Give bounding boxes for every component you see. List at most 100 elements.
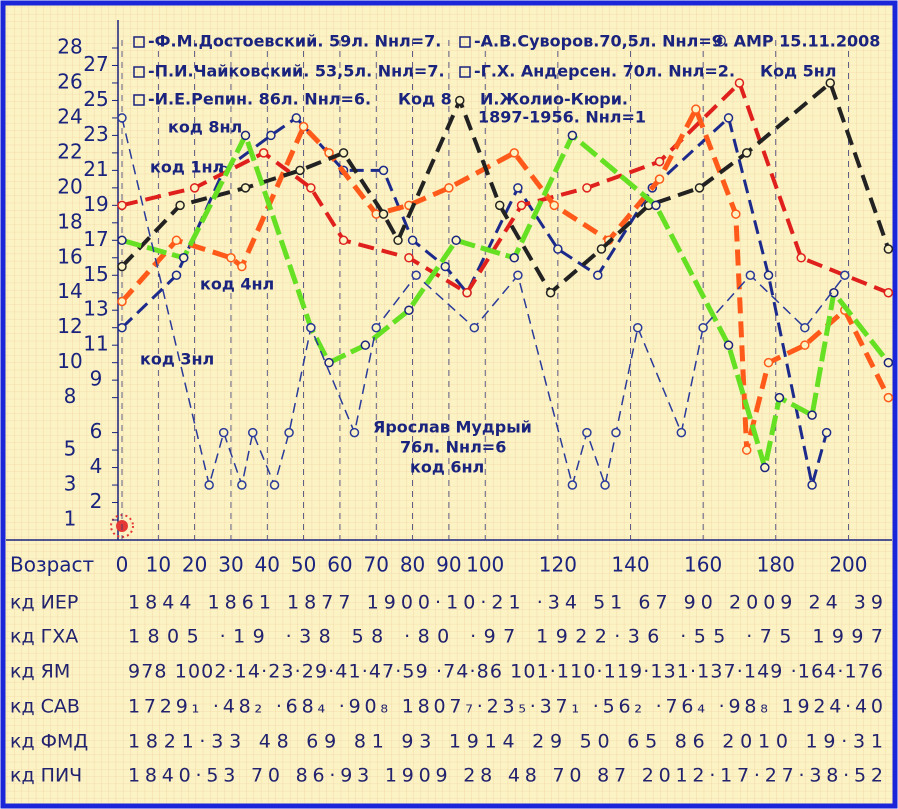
- series-line: [120, 116, 829, 487]
- x-tick-label: 30: [218, 553, 243, 577]
- point: [760, 462, 770, 473]
- y-tick-label: 21: [83, 157, 108, 181]
- point: [800, 340, 810, 350]
- annotation: код 3нл: [140, 350, 214, 369]
- point: [825, 78, 836, 88]
- annotation: Код 5нл: [760, 62, 836, 81]
- y-tick-label: 24: [57, 104, 82, 128]
- point: [807, 410, 817, 420]
- point: [462, 287, 472, 298]
- point: [371, 322, 381, 333]
- y-tick-label: 4: [90, 454, 103, 478]
- point: [654, 174, 665, 184]
- row-text: 1821·33 48 69 81 93 1914 29 50 65 86 201…: [128, 731, 883, 753]
- x-tick-label: 70: [364, 553, 389, 577]
- point: [455, 95, 465, 106]
- legend-label: -Ф.М.Достоевский. 59л. Nнл=7.: [148, 32, 441, 51]
- legend-swatch: [133, 94, 145, 106]
- y-tick-label: 17: [83, 227, 108, 251]
- x-tick-label: 100: [466, 553, 504, 577]
- y-tick-label: 10: [57, 349, 82, 373]
- point: [731, 209, 741, 219]
- point: [117, 235, 127, 246]
- annotation: Код 8: [398, 90, 452, 109]
- x-tick-label: 120: [539, 553, 577, 577]
- point: [694, 183, 705, 193]
- point: [349, 427, 360, 438]
- point: [883, 287, 894, 298]
- legend-swatch: [133, 36, 145, 48]
- point: [189, 183, 200, 193]
- series-line: [120, 81, 891, 295]
- row-label: кд ПИЧ: [10, 765, 82, 787]
- point: [291, 113, 302, 123]
- point: [178, 253, 189, 263]
- point: [821, 427, 832, 438]
- annotation: И.Жолио-Кюри.: [480, 90, 628, 109]
- point: [494, 200, 505, 211]
- point: [567, 130, 578, 141]
- point: [545, 287, 556, 298]
- annotation: © АМР 15.11.2008: [712, 32, 880, 51]
- y-tick-label: 6: [90, 419, 103, 443]
- point: [266, 130, 276, 141]
- point: [411, 270, 421, 281]
- point: [567, 480, 578, 490]
- legend-label: -Г.Х. Андерсен. 70л. Nнл=2.: [474, 62, 735, 81]
- point: [295, 165, 305, 176]
- legend-swatch: [133, 66, 145, 78]
- point: [338, 148, 349, 158]
- point: [763, 270, 774, 281]
- point: [306, 183, 316, 193]
- legend-label: -А.В.Суворов.70,5л. Nнл=9.: [474, 32, 729, 51]
- series-line: [120, 106, 891, 453]
- x-axis-label: Возраст: [10, 553, 95, 577]
- point: [451, 235, 461, 246]
- point: [218, 427, 229, 438]
- point: [284, 427, 294, 438]
- point: [611, 427, 621, 438]
- point: [324, 357, 334, 368]
- point: [829, 287, 839, 298]
- point: [596, 244, 607, 254]
- row-label: кд САВ: [10, 696, 80, 718]
- y-tick-label: 15: [83, 262, 108, 286]
- y-tick-label: 25: [83, 87, 108, 111]
- point: [883, 244, 894, 254]
- point: [469, 322, 480, 333]
- y-tick-label: 22: [57, 139, 82, 163]
- point: [117, 261, 127, 272]
- y-tick-label: 14: [57, 279, 82, 303]
- point: [298, 121, 309, 132]
- y-tick-label: 3: [64, 472, 77, 496]
- point: [509, 148, 520, 158]
- point: [117, 322, 127, 333]
- point: [549, 200, 559, 211]
- point: [248, 427, 258, 438]
- point: [171, 270, 182, 281]
- point: [226, 253, 236, 263]
- row-label: кд ЯМ: [10, 661, 70, 683]
- point: [553, 244, 563, 254]
- point: [513, 270, 523, 281]
- point: [763, 357, 774, 368]
- point: [734, 78, 745, 88]
- x-tick-label: 160: [684, 553, 722, 577]
- y-tick-label: 2: [90, 489, 103, 513]
- point: [404, 253, 414, 263]
- point: [582, 183, 592, 193]
- y-tick-label: 20: [57, 174, 82, 198]
- y-tick-label: 18: [57, 209, 82, 233]
- point: [883, 357, 894, 368]
- point: [582, 427, 592, 438]
- point: [745, 270, 756, 281]
- point: [593, 270, 603, 281]
- y-tick-label: 28: [57, 35, 82, 59]
- legend-swatch: [459, 66, 471, 78]
- point: [600, 480, 610, 490]
- point: [516, 200, 527, 211]
- point: [237, 480, 247, 490]
- y-tick-label: 11: [83, 332, 108, 356]
- point: [378, 165, 389, 176]
- row-label: кд ФМД: [10, 731, 88, 753]
